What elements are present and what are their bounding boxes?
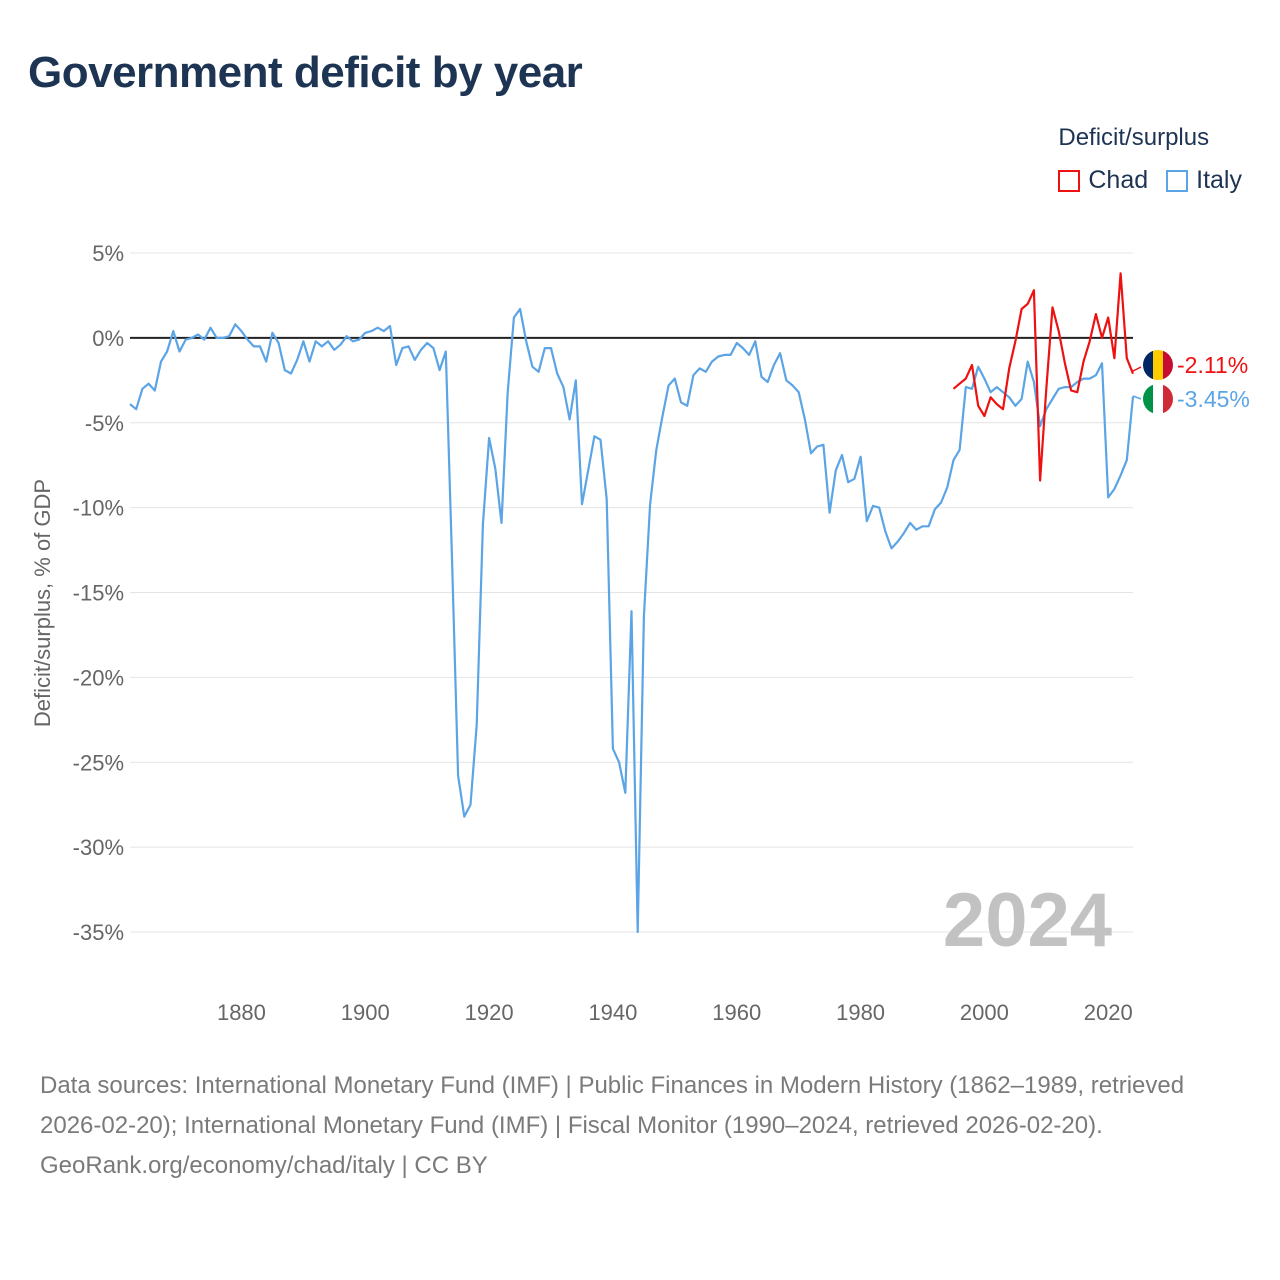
y-axis-label: Deficit/surplus, % of GDP <box>30 479 55 727</box>
x-tick-label: 1960 <box>712 1000 761 1025</box>
legend-swatch-italy <box>1166 169 1189 192</box>
x-tick-label: 1980 <box>836 1000 885 1025</box>
x-tick-label: 1920 <box>465 1000 514 1025</box>
x-tick-label: 1940 <box>588 1000 637 1025</box>
x-tick-label: 1900 <box>341 1000 390 1025</box>
y-tick-label: -5% <box>85 411 124 436</box>
legend-swatch-chad <box>1058 169 1081 192</box>
series-line-italy[interactable] <box>129 307 1135 934</box>
legend: Deficit/surplus Chad Italy <box>1058 124 1242 195</box>
series-line-chad[interactable] <box>952 272 1135 482</box>
italy-flag-icon <box>1143 384 1173 414</box>
y-axis: 5% 0% -5% -10% -15% -20% -25% -30% -35% <box>73 241 124 945</box>
chart-title: Government deficit by year <box>28 48 583 97</box>
chad-end-label: -2.11% <box>1177 352 1248 378</box>
year-watermark: 2024 <box>943 878 1112 963</box>
x-tick-label: 2000 <box>960 1000 1009 1025</box>
grid <box>130 252 1133 933</box>
y-tick-label: -20% <box>73 665 124 690</box>
y-tick-label: -30% <box>73 835 124 860</box>
legend-label-chad: Chad <box>1088 166 1149 194</box>
legend-item-italy[interactable]: Italy <box>1166 166 1242 195</box>
y-tick-label: 0% <box>92 326 124 351</box>
x-axis: 1880 1900 1920 1940 1960 1980 2000 2020 <box>217 1000 1133 1025</box>
italy-connector <box>1132 395 1142 400</box>
series <box>129 272 1135 934</box>
x-tick-label: 1880 <box>217 1000 266 1025</box>
credit-link[interactable]: GeoRank.org/economy/chad/italy | CC BY <box>40 1152 488 1179</box>
y-tick-label: -35% <box>73 920 124 945</box>
chad-connector <box>1132 366 1142 372</box>
y-tick-label: -10% <box>73 496 124 521</box>
legend-title: Deficit/surplus <box>1058 124 1210 151</box>
legend-label-italy: Italy <box>1196 166 1242 194</box>
x-tick-label: 2020 <box>1084 1000 1133 1025</box>
chad-flag-icon <box>1143 350 1173 380</box>
italy-end-label: -3.45% <box>1177 386 1250 412</box>
y-tick-label: -25% <box>73 750 124 775</box>
y-tick-label: 5% <box>92 241 124 266</box>
legend-item-chad[interactable]: Chad <box>1058 166 1148 195</box>
line-chart: 5% 0% -5% -10% -15% -20% -25% -30% -35% 1880 1900… <box>30 241 1250 1025</box>
footer: Data sources: International Monetary Fun… <box>40 1066 1240 1186</box>
data-sources: Data sources: International Monetary Fun… <box>40 1072 1185 1139</box>
y-tick-label: -15% <box>73 581 124 606</box>
